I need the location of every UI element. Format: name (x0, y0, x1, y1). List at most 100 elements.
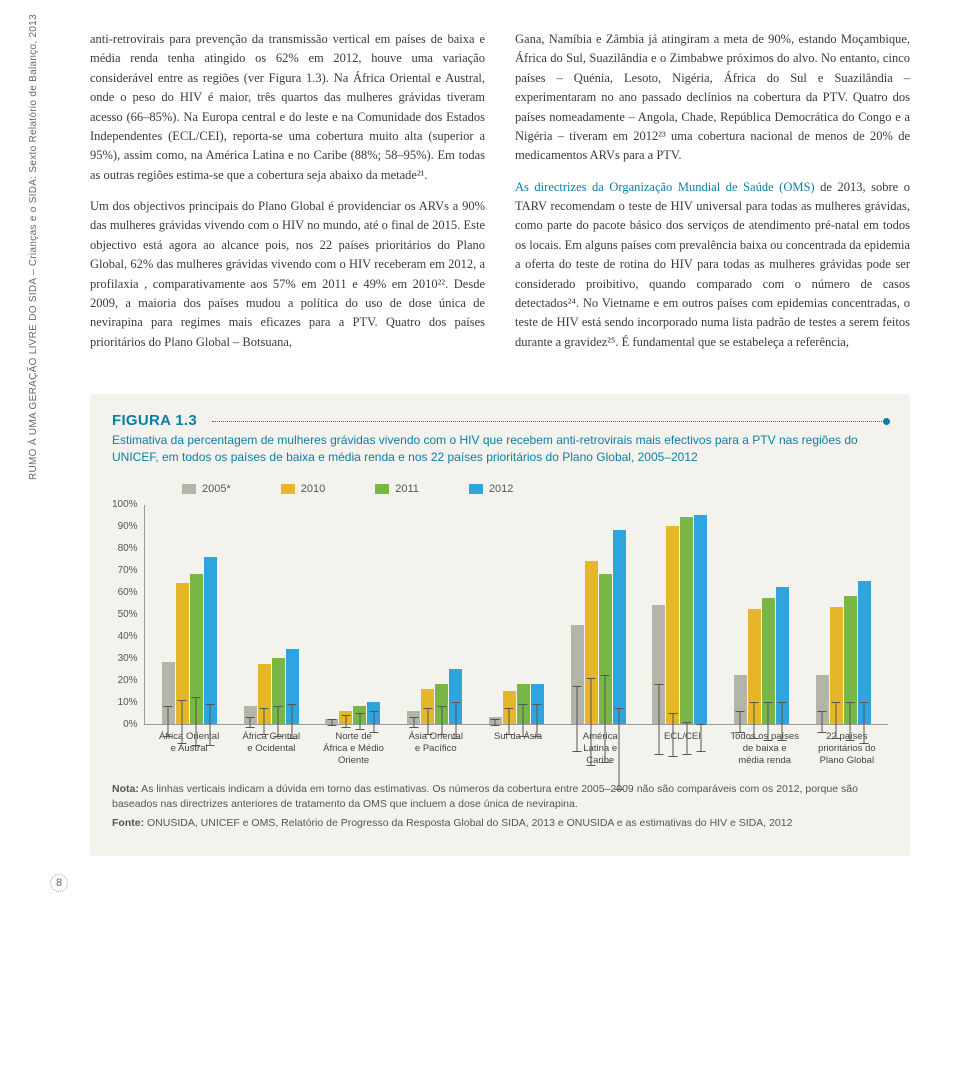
error-bar (782, 702, 783, 742)
bar (652, 605, 665, 724)
error-bar (740, 711, 741, 733)
page-number: 8 (50, 874, 68, 892)
bar (272, 658, 285, 724)
error-bar (509, 708, 510, 734)
bar-group (312, 702, 394, 724)
error-bar (850, 702, 851, 742)
error-bar (264, 708, 265, 734)
x-label: Todos os paísesde baixa emédia renda (724, 731, 806, 768)
bar-group (721, 587, 803, 723)
body-columns: anti-retrovirais para prevenção da trans… (90, 30, 910, 364)
bar-group (149, 557, 231, 724)
error-bar (292, 704, 293, 739)
error-bar (686, 722, 687, 755)
bar (176, 583, 189, 724)
bar (680, 517, 693, 724)
legend-swatch (375, 484, 389, 494)
x-label: África Orientale Austral (148, 731, 230, 768)
bar (421, 689, 434, 724)
running-head: RUMO À UMA GERAÇÃO LIVRE DO SIDA – Crian… (28, 14, 39, 480)
error-bar (427, 708, 428, 734)
bar-group (394, 669, 476, 724)
legend-item: 2011 (375, 483, 419, 495)
error-bar (864, 702, 865, 744)
bar (762, 598, 775, 723)
error-bar (495, 719, 496, 726)
error-bar (672, 713, 673, 757)
legend-swatch (182, 484, 196, 494)
error-bar (345, 715, 346, 728)
y-axis: 100%90%80%70%60%50%40%30%20%10%0% (112, 505, 144, 725)
x-label: Ásia Orientale Pacífico (395, 731, 477, 768)
error-bar (537, 704, 538, 737)
bar (571, 625, 584, 724)
legend-item: 2010 (281, 483, 325, 495)
error-bar (182, 700, 183, 744)
legend-label: 2011 (395, 483, 419, 495)
error-bar (619, 708, 620, 789)
legend-swatch (469, 484, 483, 494)
x-label: Norte deÁfrica e MédioOriente (312, 731, 394, 768)
bar (531, 684, 544, 724)
col2-p2-blue: As directrizes da Organização Mundial de… (515, 180, 815, 194)
bar (353, 706, 366, 724)
bar (666, 526, 679, 724)
x-label: África Centrale Ocidental (230, 731, 312, 768)
figure-caption: Estimativa da percentagem de mulheres gr… (112, 432, 888, 467)
bar (599, 574, 612, 724)
bar (694, 515, 707, 724)
legend-label: 2012 (489, 483, 513, 495)
bar (435, 684, 448, 724)
col2-p2-rest: de 2013, sobre o TARV recomendam o teste… (515, 180, 910, 349)
error-bar (591, 678, 592, 766)
bar (858, 581, 871, 724)
bar-group (557, 530, 639, 724)
legend-item: 2005* (182, 483, 231, 495)
error-bar (577, 686, 578, 752)
bar (367, 702, 380, 724)
bar (190, 574, 203, 724)
error-bar (836, 702, 837, 739)
bar (503, 691, 516, 724)
col1-p2: Um dos objectivos principais do Plano Gl… (90, 197, 485, 352)
error-bar (605, 675, 606, 763)
bar (585, 561, 598, 724)
legend-label: 2005* (202, 483, 231, 495)
bar (244, 706, 257, 724)
error-bar (250, 717, 251, 728)
bar (325, 719, 338, 723)
error-bar (359, 713, 360, 731)
bar (844, 596, 857, 724)
error-bar (455, 702, 456, 739)
column-right: Gana, Namíbia e Zâmbia já atingiram a me… (515, 30, 910, 364)
x-label: 22 paísesprioritários doPlano Global (806, 731, 888, 768)
error-bar (822, 711, 823, 733)
legend-label: 2010 (301, 483, 325, 495)
plot-area (144, 505, 888, 725)
bar (449, 669, 462, 724)
legend-item: 2012 (469, 483, 513, 495)
bar (748, 609, 761, 723)
x-label: ECL/CEI (641, 731, 723, 768)
bar-group (639, 515, 721, 724)
col2-p2: As directrizes da Organização Mundial de… (515, 178, 910, 352)
bar (517, 684, 530, 724)
error-bar (754, 702, 755, 739)
bar (830, 607, 843, 724)
bar (613, 530, 626, 724)
note-1: Nota: As linhas verticais indicam a dúvi… (112, 782, 888, 811)
bar (258, 664, 271, 723)
col2-p1: Gana, Namíbia e Zâmbia já atingiram a me… (515, 30, 910, 166)
bar (162, 662, 175, 724)
note-2: Fonte: ONUSIDA, UNICEF e OMS, Relatório … (112, 816, 888, 831)
figure-title-rule (212, 421, 888, 422)
error-bar (658, 684, 659, 754)
bar-group (230, 649, 312, 724)
bar (286, 649, 299, 724)
col1-p1: anti-retrovirais para prevenção da trans… (90, 30, 485, 185)
error-bar (331, 719, 332, 726)
legend-swatch (281, 484, 295, 494)
bar (489, 717, 502, 724)
bar-group (802, 581, 884, 724)
figure-notes: Nota: As linhas verticais indicam a dúvi… (112, 782, 888, 831)
